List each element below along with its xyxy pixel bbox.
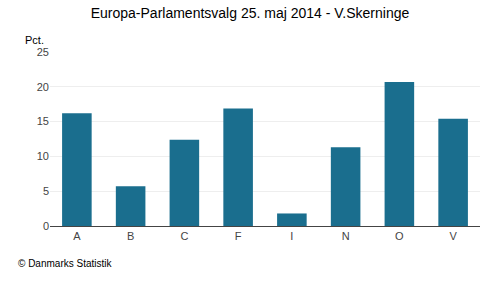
- svg-text:10: 10: [37, 150, 49, 162]
- svg-text:V: V: [449, 230, 457, 242]
- svg-text:B: B: [127, 230, 134, 242]
- svg-text:0: 0: [43, 220, 49, 232]
- svg-text:5: 5: [43, 185, 49, 197]
- svg-text:20: 20: [37, 81, 49, 93]
- svg-text:A: A: [73, 230, 81, 242]
- svg-text:Pct.: Pct.: [25, 34, 44, 46]
- svg-text:15: 15: [37, 115, 49, 127]
- svg-text:O: O: [395, 230, 404, 242]
- svg-text:25: 25: [37, 46, 49, 58]
- svg-text:F: F: [235, 230, 242, 242]
- svg-text:C: C: [180, 230, 188, 242]
- svg-text:Europa-Parlamentsvalg 25. maj: Europa-Parlamentsvalg 25. maj 2014 - V.S…: [91, 5, 410, 21]
- svg-text:I: I: [290, 230, 293, 242]
- svg-text:N: N: [342, 230, 350, 242]
- svg-text:© Danmarks Statistik: © Danmarks Statistik: [18, 258, 113, 269]
